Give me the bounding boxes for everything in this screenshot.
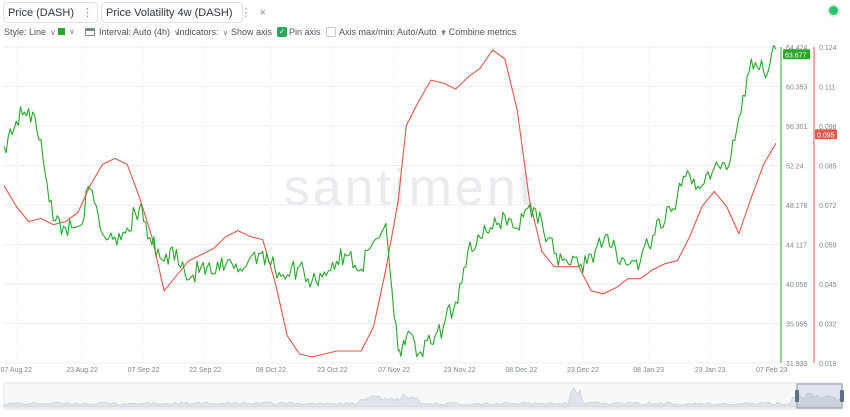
- x-axis-ticks: 07 Aug 22 23 Aug 22 07 Sep 22 22 Sep 22 08 O…: [1, 367, 788, 374]
- x-axis-tick: 08 Dec 22: [505, 367, 537, 374]
- volatility-axis-tick: 0.019: [819, 361, 837, 368]
- volatility-axis-tick: 0.124: [819, 45, 837, 52]
- volatility-axis-tick: 0.045: [819, 282, 837, 289]
- x-axis-tick: 07 Aug 22: [1, 367, 33, 374]
- navigator-handle-right: [840, 390, 844, 402]
- price-axis-tick: 48.178: [786, 203, 808, 210]
- pin-axis-toggle[interactable]: Pin axis: [289, 27, 336, 37]
- chevron-down-icon: ∨: [69, 27, 75, 36]
- x-axis-tick: 07 Sep 22: [128, 367, 160, 374]
- price-line: [3, 44, 777, 358]
- live-status-dot: [829, 6, 838, 15]
- tab-price-dash[interactable]: Price (DASH) ⋮ ×: [3, 2, 107, 23]
- show-axis-label: Show axis: [231, 27, 273, 37]
- chevron-down-icon: ∨: [440, 27, 447, 37]
- navigator-volume: [3, 387, 843, 408]
- axis-minmax-selector[interactable]: Axis max/min: Auto/Auto ∨: [339, 27, 446, 37]
- checkbox-empty[interactable]: [325, 27, 336, 37]
- x-axis-tick: 22 Sep 22: [189, 367, 221, 374]
- combine-metrics-label: + Combine metrics: [441, 27, 517, 37]
- price-volatility-chart[interactable]: santiment 64.424 0.124 60.353 0.111 56.301 0.…: [0, 41, 850, 417]
- series-layer: [3, 44, 777, 358]
- color-selector[interactable]: ∨: [58, 27, 75, 36]
- axis-minmax-label: Axis max/min: Auto/Auto: [339, 27, 437, 37]
- tab-label: Price (DASH): [8, 6, 75, 19]
- watermark: santiment: [284, 159, 536, 217]
- x-axis-tick: 08 Oct 22: [256, 367, 286, 374]
- price-axis-tick: 52.24: [786, 164, 804, 171]
- chevron-down-icon: ∨: [50, 27, 56, 37]
- x-axis-tick: 08 Jan 23: [633, 367, 664, 374]
- style-label: Style: Line: [4, 27, 47, 37]
- gridlines: [4, 46, 780, 364]
- x-axis-tick: 23 Jan 23: [695, 367, 726, 374]
- chevron-down-icon: ∨: [174, 27, 180, 37]
- pin-axis-label: Pin axis: [289, 27, 321, 37]
- range-navigator[interactable]: [3, 382, 844, 410]
- chevron-down-icon: ∨: [222, 27, 229, 37]
- price-axis-tick: 40.056: [786, 282, 808, 289]
- x-axis-tick: 23 Dec 22: [567, 367, 599, 374]
- volatility-axis-tick: 0.032: [819, 322, 837, 329]
- price-axis-tick: 44.117: [786, 243, 807, 250]
- tab-volatility-dash[interactable]: Price Volatility 4w (DASH) ⋮ ×: [101, 2, 266, 23]
- current-volatility-label: 0.095: [817, 132, 835, 139]
- check-icon[interactable]: ✓: [277, 27, 288, 37]
- price-axis-tick: 56.301: [786, 124, 808, 131]
- price-axis-tick: 35.995: [786, 322, 808, 329]
- close-icon[interactable]: ×: [259, 6, 266, 19]
- navigator-handle-left: [795, 390, 799, 402]
- more-options-icon[interactable]: ⋮: [240, 7, 252, 19]
- x-axis-tick: 23 Oct 22: [317, 367, 347, 374]
- price-axis-tick: 60.353: [786, 85, 808, 92]
- color-swatch: [58, 28, 65, 35]
- volatility-axis-tick: 0.059: [819, 243, 837, 250]
- tab-label: Price Volatility 4w (DASH): [106, 6, 233, 19]
- metric-tabs: Price (DASH) ⋮ × Price Volatility 4w (DA…: [0, 0, 850, 25]
- x-axis-tick: 07 Nov 22: [378, 367, 410, 374]
- badge-bg: [783, 49, 810, 60]
- current-price-label: 63.677: [785, 52, 807, 59]
- current-price-badge: 63.677: [783, 49, 810, 60]
- price-axis-tick: 64.424: [786, 45, 808, 52]
- indicators-label: Indicators:: [177, 27, 219, 37]
- chart-toolbar: Style: Line ∨ ∨ Interval: Auto (4h) ∨ In…: [0, 25, 850, 41]
- more-options-icon[interactable]: ⋮: [82, 7, 94, 19]
- x-axis-tick: 07 Feb 23: [756, 367, 788, 374]
- navigator-selection: [796, 383, 843, 409]
- x-axis-tick: 23 Aug 22: [66, 367, 98, 374]
- interval-selector[interactable]: Interval: Auto (4h) ∨: [85, 27, 180, 37]
- axes: 64.424 0.124 60.353 0.111 56.301 0.098 52.24 0.…: [780, 45, 837, 368]
- interval-label: Interval: Auto (4h): [99, 27, 171, 37]
- x-axis-tick: 23 Nov 22: [444, 367, 476, 374]
- style-selector[interactable]: Style: Line ∨: [4, 27, 56, 37]
- current-volatility-badge: 0.095: [815, 129, 837, 140]
- indicators-selector[interactable]: Indicators: ∨: [177, 27, 228, 37]
- badge-bg: [815, 129, 837, 140]
- volatility-axis-tick: 0.098: [819, 124, 837, 131]
- calendar-icon: [85, 28, 95, 36]
- volatility-line: [3, 49, 777, 358]
- price-axis-tick: 31.933: [786, 361, 808, 368]
- volatility-axis-tick: 0.085: [819, 164, 837, 171]
- volatility-axis-tick: 0.072: [819, 203, 837, 210]
- combine-metrics-button[interactable]: + Combine metrics: [441, 27, 516, 37]
- volatility-axis-tick: 0.111: [819, 85, 836, 92]
- show-axis-toggle[interactable]: Show axis ✓: [231, 27, 288, 37]
